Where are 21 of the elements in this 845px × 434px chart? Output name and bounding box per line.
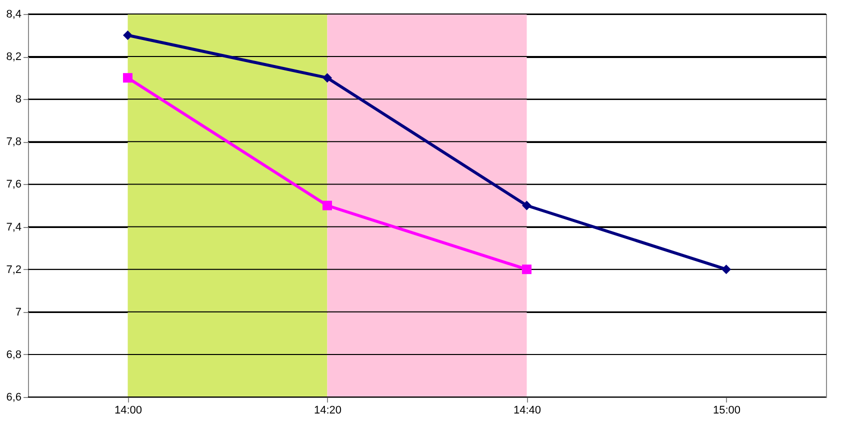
point [722, 264, 731, 274]
y-tick-label: 8,2 [6, 51, 22, 64]
y-tick-label: 6,8 [6, 348, 22, 361]
y-tick-label: 7,8 [6, 136, 22, 148]
y-tick-label: 7,4 [6, 221, 22, 234]
x-tick-label: 14:00 [114, 404, 142, 416]
x-tick-label: 14:40 [513, 404, 542, 416]
point [322, 200, 332, 210]
point [123, 73, 132, 83]
y-tick-label: 7,2 [6, 264, 22, 276]
point [123, 30, 132, 40]
point [522, 264, 532, 274]
y-tick-label: 8 [15, 94, 22, 106]
y-tick-label: 7,6 [6, 178, 22, 191]
y-tick-label: 8,4 [6, 8, 22, 20]
y-tick-label: 6,6 [6, 392, 22, 404]
x-tick-label: 15:00 [712, 404, 741, 416]
point [322, 73, 332, 83]
y-tick-label: 7 [15, 306, 22, 318]
x-tick-label: 14:20 [314, 404, 342, 416]
point [522, 200, 532, 210]
